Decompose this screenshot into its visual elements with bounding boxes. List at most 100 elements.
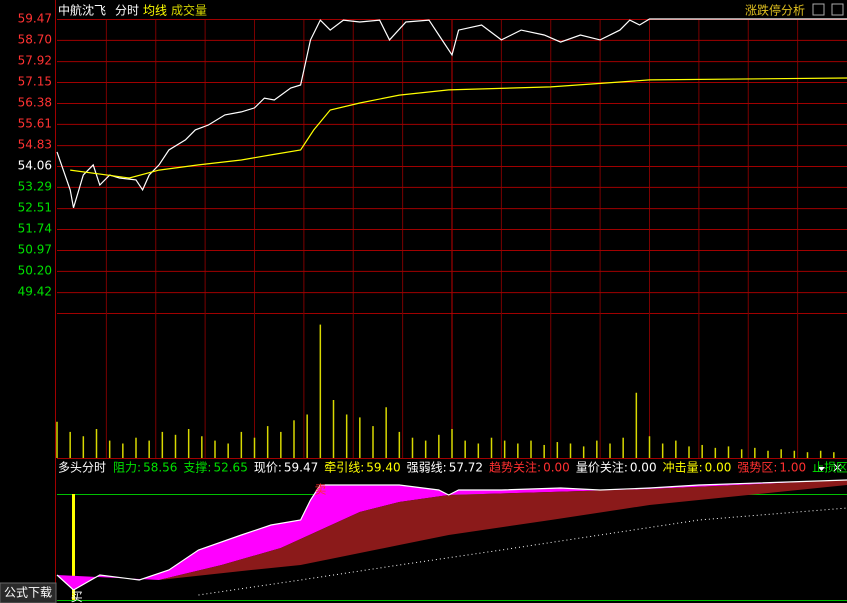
indicator-value: 0.00 [705, 461, 732, 475]
volume-bar [503, 440, 506, 458]
volume-bar [201, 436, 203, 458]
tool-link[interactable]: 涨跌停分析 [745, 3, 805, 18]
y-tick-label: 53.29 [18, 179, 52, 193]
indicator-value: 1.00 [779, 461, 806, 475]
formula-button-label[interactable]: 公式下载 [4, 586, 52, 600]
indicator-label: 阻力: [113, 461, 141, 475]
volume-bar [372, 426, 374, 458]
indicator-label: 冲击量: [663, 460, 703, 475]
window-button[interactable] [812, 3, 825, 16]
y-tick-label: 51.74 [18, 222, 52, 236]
y-tick-label: 58.70 [18, 32, 52, 46]
volume-bar [161, 431, 164, 458]
volume-bar [793, 450, 796, 458]
volume-bar [661, 443, 664, 458]
y-tick-label: 57.92 [18, 54, 52, 68]
indicator-value: 52.65 [213, 461, 247, 475]
volume-bar [714, 447, 717, 458]
volume-bar [108, 440, 111, 458]
indicator-value: 0.00 [630, 461, 657, 475]
volume-bar [556, 442, 559, 458]
signal-label: 卖 [314, 483, 326, 497]
price-line [56, 479, 847, 591]
indicator-label: 支撑: [183, 460, 211, 475]
indicator-label: 趋势关注: [489, 460, 541, 475]
volume-bar [477, 443, 480, 458]
volume-bar [253, 437, 256, 458]
volume-bar [530, 440, 532, 458]
volume-bar [187, 429, 190, 458]
indicator-value: 0.00 [543, 461, 570, 475]
volume-bar [332, 400, 335, 458]
volume-bar [806, 452, 809, 458]
indicator-label: 现价: [254, 461, 282, 475]
price-line [56, 18, 847, 208]
volume-bar [517, 443, 519, 458]
volume-bar [214, 440, 216, 458]
formula-button[interactable] [0, 582, 57, 603]
window-button[interactable] [831, 3, 844, 16]
volume-bar [411, 437, 414, 458]
y-tick-label: 50.97 [18, 242, 52, 256]
volume-bar [266, 426, 269, 458]
y-tick-label: 50.20 [18, 263, 52, 277]
volume-bar [701, 444, 703, 458]
volume-bar [569, 443, 572, 458]
close-icon[interactable] [833, 463, 842, 472]
indicator-value: 58.56 [143, 461, 177, 475]
volume-bar [240, 431, 243, 458]
indicator-label: 止损区: [812, 461, 847, 475]
volume-bar [609, 443, 611, 458]
volume-bar [582, 446, 585, 458]
indicator-label: 牵引线: [324, 461, 364, 475]
indicator-label: 强弱线: [407, 461, 447, 475]
y-tick-label: 57.15 [18, 75, 52, 89]
indicator-label: 量价关注: [576, 460, 628, 475]
y-tick-label: 54.06 [18, 159, 52, 173]
volume-bar [293, 420, 295, 458]
volume-bar [135, 437, 137, 458]
volume-bar [543, 444, 545, 458]
volume-bar [306, 414, 308, 458]
volume-bar [819, 450, 822, 458]
volume-bar [740, 449, 743, 458]
volume-bar [385, 407, 387, 458]
trend-area [159, 480, 847, 580]
volume-bar [148, 440, 150, 458]
volume-bar [359, 417, 361, 458]
volume-bar [174, 434, 177, 458]
volume-bar [596, 440, 598, 458]
price-line [70, 77, 847, 179]
y-tick-label: 49.42 [18, 285, 52, 299]
volume-bar [438, 434, 440, 458]
volume-bar [122, 443, 124, 458]
y-tick-label: 56.38 [18, 95, 52, 109]
signal-label: 买 [71, 590, 83, 603]
legend-entry: 分时 [115, 4, 139, 18]
volume-bar [622, 437, 624, 458]
volume-bar [319, 324, 322, 458]
volume-bar [833, 452, 835, 458]
volume-bar [688, 446, 690, 458]
indicator-title: 多头分时 [58, 461, 106, 475]
volume-bar [398, 431, 401, 458]
signal-bar [72, 494, 75, 600]
y-tick-label: 52.51 [18, 201, 52, 215]
volume-bar [424, 440, 427, 458]
volume-bar [648, 436, 651, 458]
volume-bar [727, 446, 730, 458]
volume-bar [464, 440, 466, 458]
y-tick-label: 55.61 [18, 116, 52, 130]
dropdown-icon[interactable] [818, 467, 825, 471]
volume-bar [490, 437, 493, 458]
volume-bar [780, 449, 782, 458]
volume-bar [95, 429, 98, 458]
volume-bar [767, 450, 769, 458]
indicator-value: 59.40 [366, 461, 400, 475]
volume-bar [635, 392, 638, 458]
indicator-value: 57.72 [449, 461, 483, 475]
stock-name: 中航沈飞 [58, 3, 106, 18]
